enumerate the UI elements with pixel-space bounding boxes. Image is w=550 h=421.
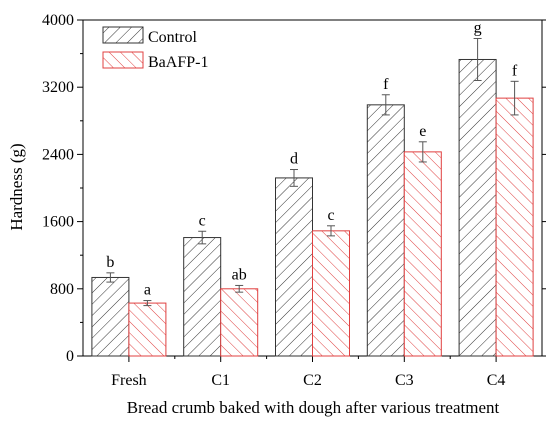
significance-label: d: [290, 151, 298, 168]
significance-label: f: [383, 76, 389, 93]
y-tick-label: 3200: [42, 79, 74, 96]
bar: [183, 237, 222, 357]
bar: [91, 276, 130, 357]
bar: [366, 104, 405, 357]
significance-label: c: [199, 212, 206, 229]
y-tick-label: 800: [50, 281, 74, 298]
significance-label: a: [144, 282, 151, 299]
legend-label-baafp-1: BaAFP-1: [148, 54, 208, 71]
y-tick-label: 4000: [42, 12, 74, 29]
bar: [128, 302, 167, 357]
x-tick-label: C1: [211, 372, 230, 389]
x-tick-label: C4: [487, 372, 506, 389]
y-axis-title: Hardness (g): [7, 143, 26, 230]
y-tick-label: 1600: [42, 214, 74, 231]
bar: [403, 151, 442, 357]
significance-label: b: [106, 254, 114, 271]
legend: Control BaAFP-1: [102, 26, 208, 71]
legend-swatch-control: [102, 26, 144, 44]
x-tick-label: C3: [395, 372, 414, 389]
legend-label-control: Control: [148, 29, 197, 46]
x-tick-label: C2: [303, 372, 322, 389]
y-tick-label: 0: [66, 348, 74, 365]
bar: [275, 177, 313, 357]
significance-label: g: [474, 19, 482, 36]
legend-swatch-baafp-1: [102, 51, 144, 69]
significance-label: ab: [232, 266, 247, 283]
x-tick-label: Fresh: [111, 372, 147, 389]
bar: [220, 288, 259, 357]
significance-label: c: [327, 207, 334, 224]
plot-area: 0 800 1600 2400 3200 4000 Fresh b a C1 c ab C2 d c C3 f e…: [42, 12, 546, 389]
y-axis-title-group: Hardness (g): [7, 143, 26, 230]
bar: [495, 97, 534, 357]
bar: [458, 58, 497, 357]
y-tick-label: 2400: [42, 146, 74, 163]
significance-label: f: [512, 62, 518, 79]
significance-label: e: [419, 123, 426, 140]
bar: [312, 230, 350, 357]
x-axis-title: Bread crumb baked with dough after vario…: [127, 398, 500, 417]
